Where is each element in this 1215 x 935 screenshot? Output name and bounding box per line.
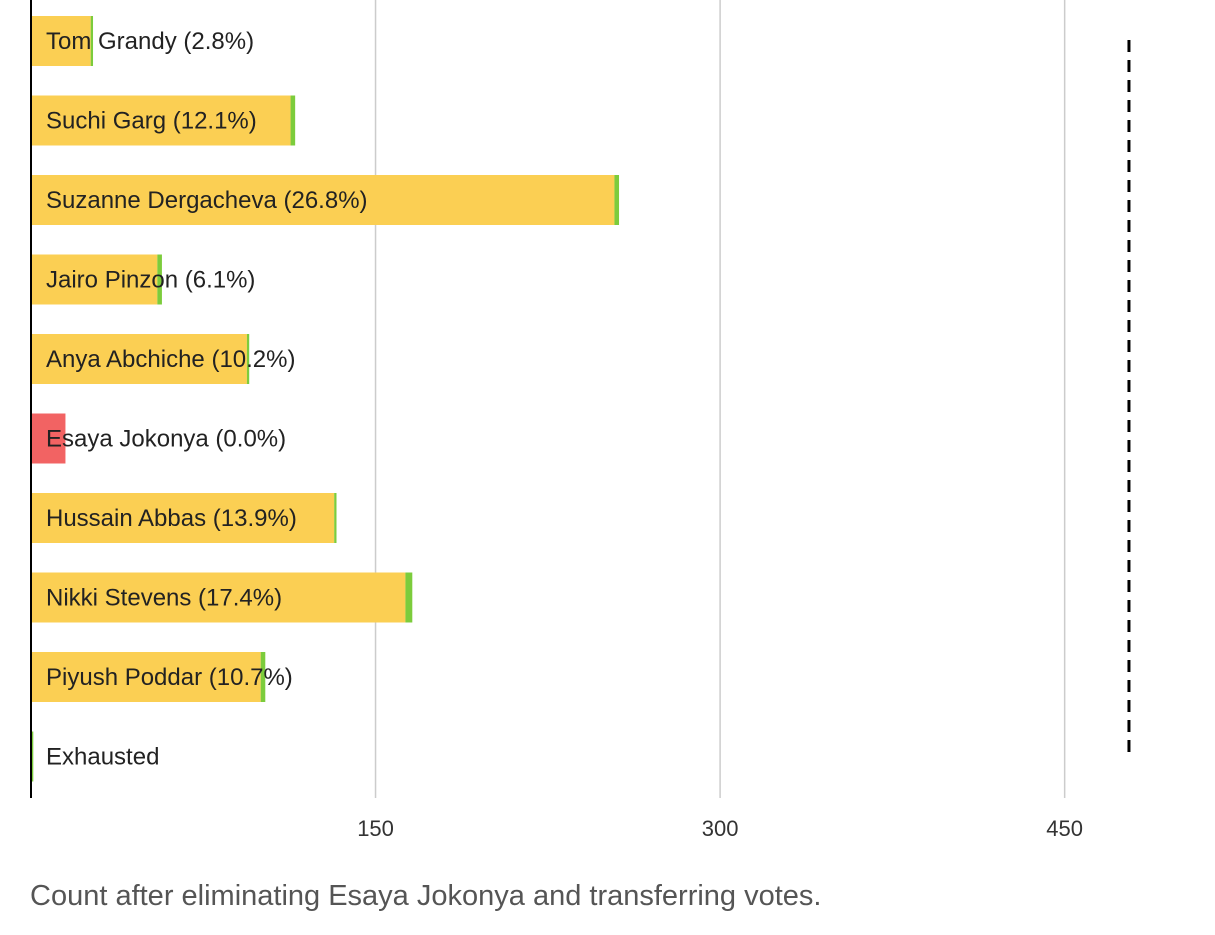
bar-segment bbox=[31, 493, 335, 543]
bar-label: Tom Grandy (2.8%) bbox=[46, 28, 254, 55]
bar-label: Suchi Garg (12.1%) bbox=[46, 108, 257, 135]
bar-segment bbox=[31, 731, 34, 782]
bar-segment bbox=[405, 572, 413, 623]
bar-segment bbox=[31, 334, 247, 384]
bar-segment bbox=[31, 16, 91, 66]
bar-label: Anya Abchiche (10.2%) bbox=[46, 346, 295, 373]
bar-segment bbox=[31, 95, 291, 146]
bar-segment bbox=[260, 652, 266, 702]
chart-caption: Count after eliminating Esaya Jokonya an… bbox=[30, 880, 822, 912]
bar-segment bbox=[31, 572, 406, 623]
bar-label: Jairo Pinzon (6.1%) bbox=[46, 267, 255, 294]
bar-label: Piyush Poddar (10.7%) bbox=[46, 664, 293, 691]
bar-segment bbox=[334, 493, 337, 543]
bar-segment bbox=[614, 175, 620, 225]
bar-segment bbox=[246, 334, 250, 384]
bar-segment bbox=[31, 652, 261, 702]
vote-count-chart: 150 300 450 Tom Grandy (2.8%) Suchi Garg (12… bbox=[30, 0, 1131, 841]
bar-label: Nikki Stevens (17.4%) bbox=[46, 585, 282, 612]
bar-label: Suzanne Dergacheva (26.8%) bbox=[46, 187, 368, 214]
bar-segment bbox=[31, 175, 615, 225]
bar-segment bbox=[90, 16, 94, 66]
x-tick-label: 450 bbox=[1046, 816, 1083, 841]
bar-segment bbox=[157, 254, 162, 305]
bar-segment bbox=[31, 413, 66, 464]
bar-label: Hussain Abbas (13.9%) bbox=[46, 505, 297, 532]
x-tick-label: 300 bbox=[702, 816, 739, 841]
bar-label: Esaya Jokonya (0.0%) bbox=[46, 426, 286, 453]
chart-canvas: 150 300 450 Tom Grandy (2.8%) Suchi Garg (12… bbox=[30, 0, 1131, 841]
bar-label: Exhausted bbox=[46, 744, 159, 771]
bar-segment bbox=[290, 95, 296, 146]
bar-segment bbox=[31, 254, 158, 305]
x-tick-label: 150 bbox=[357, 816, 394, 841]
